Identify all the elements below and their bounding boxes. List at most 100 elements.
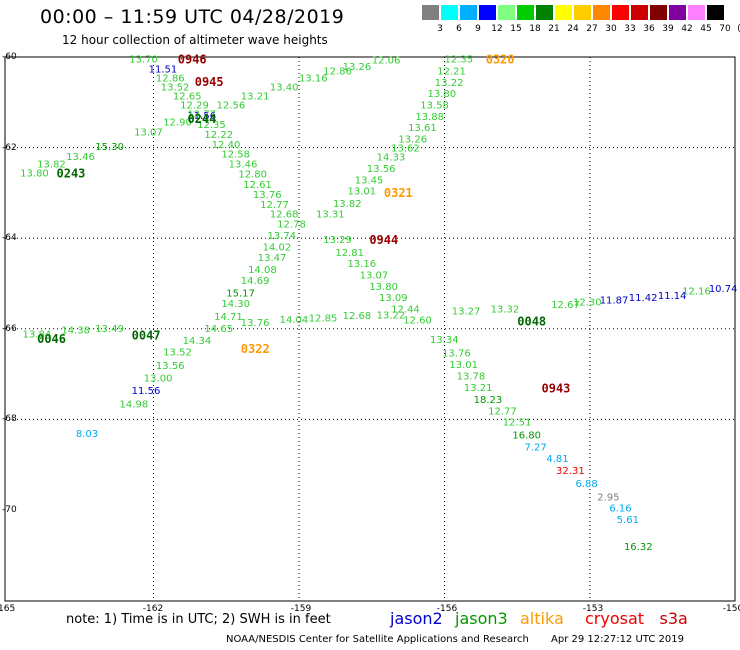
wave-height-value: 11.56 — [187, 111, 216, 122]
wave-height-value: 12.61 — [243, 180, 272, 191]
wave-height-value: 13.07 — [134, 128, 163, 139]
generation-timestamp: Apr 29 12:27:12 UTC 2019 — [551, 634, 684, 645]
pass-time-label: 0244 — [187, 112, 216, 126]
wave-height-value: 12.77 — [260, 200, 289, 211]
wave-height-value: 12.40 — [212, 140, 241, 151]
pass-time-label: 0943 — [542, 382, 571, 396]
longitude-tick-label: -162 — [142, 604, 164, 614]
pass-time-label: 0946 — [178, 52, 207, 66]
wave-height-value: 14.33 — [377, 153, 406, 164]
wave-height-value: 13.70 — [129, 54, 158, 65]
wave-height-value: 11.42 — [629, 293, 658, 304]
color-scale-label: 33 — [624, 24, 636, 34]
page-title: 00:00 – 11:59 UTC 04/28/2019 — [40, 6, 345, 28]
wave-height-value: 13.80 — [369, 282, 398, 293]
wave-height-value: 12.06 — [372, 55, 401, 66]
wave-height-value: 13.34 — [430, 335, 459, 346]
wave-height-value: 13.21 — [464, 383, 493, 394]
color-scale-label: (ft) — [734, 24, 740, 34]
wave-height-value: 12.56 — [217, 101, 246, 112]
wave-height-value: 11.56 — [132, 386, 161, 397]
color-swatch — [422, 5, 439, 20]
wave-height-value: 14.04 — [280, 315, 309, 326]
wave-height-value: 13.84 — [23, 329, 52, 340]
wave-height-value: 13.46 — [229, 159, 258, 170]
color-swatch — [612, 5, 629, 20]
wave-height-value: 13.01 — [348, 187, 377, 198]
wave-height-value: 12.86 — [156, 73, 185, 84]
wave-height-value: 13.74 — [267, 231, 296, 242]
wave-height-value: 12.35 — [197, 120, 226, 131]
latitude-tick-label: -62 — [2, 142, 17, 153]
pass-time-label: 0047 — [132, 329, 161, 343]
wave-height-value: 13.82 — [37, 159, 66, 170]
wave-height-value: 14.69 — [241, 276, 270, 287]
pass-time-label: 0046 — [37, 332, 66, 346]
wave-height-value: 13.32 — [491, 304, 520, 315]
color-swatch — [479, 5, 496, 20]
wave-height-value: 12.67 — [551, 300, 580, 311]
legend-item-cryosat: cryosat — [585, 609, 645, 628]
wave-height-value: 12.16 — [682, 286, 711, 297]
wave-height-value: 13.22 — [377, 310, 406, 321]
color-swatch — [460, 5, 477, 20]
wave-height-value: 13.76 — [442, 348, 471, 359]
wave-height-value: 13.88 — [415, 112, 444, 123]
wave-height-value: 12.77 — [187, 110, 216, 121]
color-swatch — [650, 5, 667, 20]
pass-time-label: 0048 — [517, 315, 546, 329]
color-scale-label: 6 — [456, 24, 462, 34]
wave-height-value: 13.00 — [144, 374, 173, 385]
page-subtitle: 12 hour collection of altimeter wave hei… — [62, 33, 328, 47]
color-scale-label: 27 — [586, 24, 598, 34]
wave-height-value: 14.02 — [263, 242, 292, 253]
color-swatch — [498, 5, 515, 20]
wave-height-value: 14.08 — [248, 265, 277, 276]
pass-time-label: 0320 — [486, 52, 515, 66]
wave-height-value: 13.26 — [398, 135, 427, 146]
wave-height-value: 13.76 — [241, 318, 270, 329]
wave-height-value: 7.27 — [525, 443, 547, 454]
color-swatch — [441, 5, 458, 20]
wave-height-value: 13.01 — [449, 360, 478, 371]
wave-height-value: 13.78 — [457, 371, 486, 382]
latitude-tick-label: -70 — [2, 505, 17, 515]
wave-height-value: 12.68 — [343, 311, 372, 322]
pass-time-label: 0944 — [369, 233, 398, 247]
pass-time-label: 0322 — [241, 342, 270, 356]
latitude-tick-label: -64 — [2, 233, 17, 244]
wave-height-value: 13.40 — [270, 82, 299, 93]
wave-height-value: 13.56 — [156, 361, 185, 372]
wave-height-value: 12.85 — [309, 313, 338, 324]
lat-lon-grid — [5, 57, 735, 601]
color-scale-label: 24 — [567, 24, 579, 34]
color-scale-label: 45 — [700, 24, 712, 34]
wave-height-value: 10.74 — [709, 284, 738, 295]
wave-height-value: 15.17 — [226, 289, 255, 300]
wave-height-value: 12.30 — [573, 298, 602, 309]
color-swatch — [631, 5, 648, 20]
wave-height-value: 11.51 — [149, 64, 178, 75]
wave-height-value: 13.47 — [258, 253, 287, 264]
wave-height-value: 12.44 — [391, 304, 420, 315]
wave-height-value: 8.03 — [76, 429, 98, 440]
color-scale-label: 12 — [491, 24, 503, 34]
footnote: note: 1) Time is in UTC; 2) SWH is in fe… — [66, 612, 331, 627]
color-scale-label: 39 — [662, 24, 674, 34]
wave-height-value: 12.86 — [323, 67, 352, 78]
color-scale-label: 3 — [437, 24, 443, 34]
wave-height-value: 14.34 — [183, 336, 212, 347]
pass-time-label: 0945 — [195, 75, 224, 89]
wave-height-value: 12.29 — [180, 101, 209, 112]
wave-height-value: 12.51 — [503, 418, 532, 429]
wave-height-value: 13.07 — [360, 270, 389, 281]
color-scale-label: 30 — [605, 24, 617, 34]
longitude-tick-label: -153 — [582, 604, 604, 614]
wave-height-value: 13.80 — [20, 169, 49, 180]
wave-height-value: 12.80 — [238, 169, 267, 180]
pass-time-label: 0321 — [384, 186, 413, 200]
color-scale-label: 18 — [529, 24, 541, 34]
wave-height-value: 13.16 — [299, 73, 328, 84]
wave-height-value: 13.80 — [428, 89, 457, 100]
